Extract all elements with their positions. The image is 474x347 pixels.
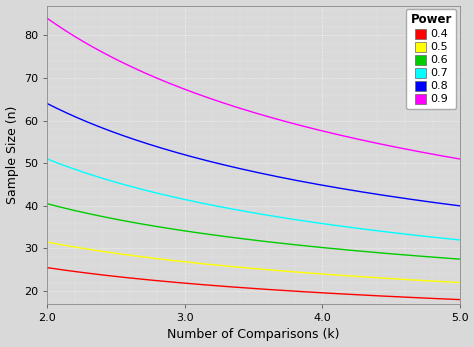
X-axis label: Number of Comparisons (k): Number of Comparisons (k): [167, 329, 340, 341]
Y-axis label: Sample Size (n): Sample Size (n): [6, 105, 18, 204]
Legend: 0.4, 0.5, 0.6, 0.7, 0.8, 0.9: 0.4, 0.5, 0.6, 0.7, 0.8, 0.9: [406, 9, 456, 109]
